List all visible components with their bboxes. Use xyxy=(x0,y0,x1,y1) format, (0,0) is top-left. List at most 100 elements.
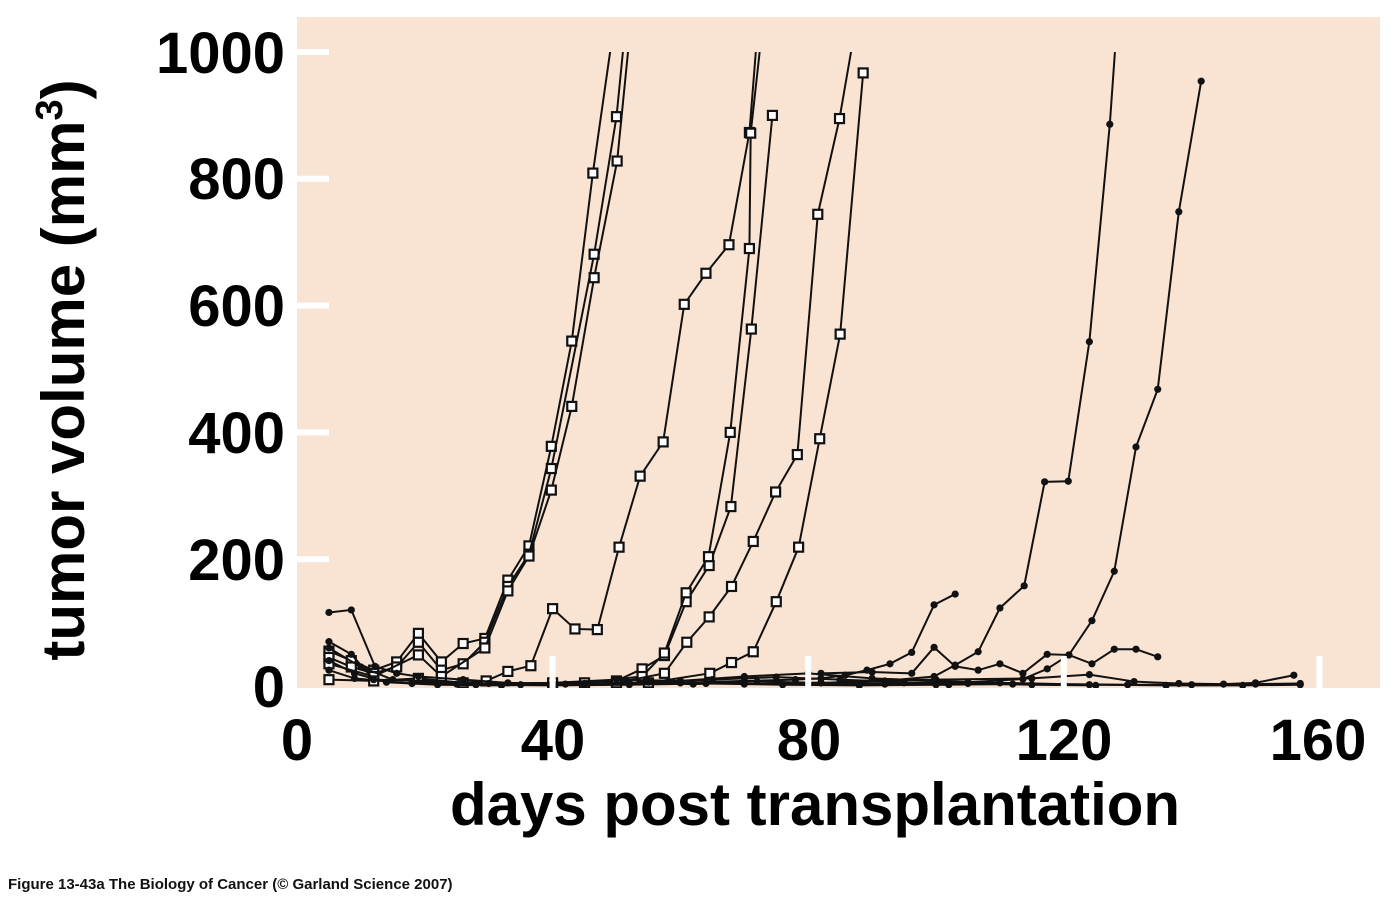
x-tick-label: 0 xyxy=(281,708,313,773)
x-tick-label: 160 xyxy=(1270,708,1367,773)
series-line xyxy=(328,647,1096,687)
dot-marker xyxy=(1132,443,1140,451)
square-marker xyxy=(702,551,715,563)
figure-caption: Figure 13-43a The Biology of Cancer (© G… xyxy=(8,876,453,893)
square-marker xyxy=(611,155,623,167)
dot-marker xyxy=(1130,677,1138,686)
plot-area xyxy=(297,17,1380,688)
y-tick-mark xyxy=(297,556,329,563)
series-line xyxy=(820,645,1159,675)
square-marker xyxy=(412,627,425,639)
dot-marker xyxy=(1296,681,1304,688)
x-tick-label: 40 xyxy=(521,708,586,773)
series-tumor-g xyxy=(610,52,852,688)
dot-marker xyxy=(930,601,938,609)
square-marker xyxy=(610,111,623,123)
square-marker xyxy=(412,649,425,661)
square-marker xyxy=(523,550,535,562)
square-marker xyxy=(833,112,846,125)
square-marker xyxy=(457,637,469,650)
square-marker xyxy=(745,323,757,335)
dot-marker xyxy=(350,669,359,677)
dot-marker xyxy=(772,673,780,681)
dot-marker xyxy=(868,668,876,676)
dot-marker xyxy=(347,606,355,614)
square-marker xyxy=(546,603,559,615)
square-marker xyxy=(457,658,469,670)
dot-marker xyxy=(886,660,894,668)
square-marker xyxy=(766,109,779,122)
dot-marker xyxy=(347,650,355,658)
square-marker xyxy=(725,580,738,593)
dot-marker xyxy=(371,662,379,670)
x-tick-mark xyxy=(805,656,812,688)
dot-marker xyxy=(951,662,959,670)
square-marker xyxy=(658,667,671,679)
y-tick-mark xyxy=(297,429,329,436)
dot-marker xyxy=(1290,671,1298,679)
dot-marker xyxy=(325,644,333,652)
dot-marker xyxy=(881,680,889,688)
square-marker xyxy=(725,656,738,669)
square-marker xyxy=(745,127,757,139)
dot-marker xyxy=(1009,680,1017,688)
y-tick-label: 200 xyxy=(188,528,285,593)
dot-marker xyxy=(1154,385,1162,393)
square-marker xyxy=(678,298,690,310)
dot-marker xyxy=(951,590,959,598)
tumor-growth-chart: 0 200 400 600 800 1000 0 40 80 120 160 d… xyxy=(29,17,1380,838)
dot-marker xyxy=(1085,670,1093,679)
dot-marker xyxy=(996,604,1004,612)
square-marker xyxy=(412,636,425,648)
x-tick-mark xyxy=(1316,656,1323,688)
square-marker xyxy=(703,611,715,623)
dot-marker xyxy=(996,679,1004,687)
dot-marker xyxy=(1088,617,1096,625)
dot-marker xyxy=(855,681,863,688)
dot-marker xyxy=(930,643,938,651)
square-marker xyxy=(323,674,335,686)
dot-marker xyxy=(974,666,982,674)
dot-marker xyxy=(908,669,916,677)
square-marker xyxy=(857,67,869,79)
dot-marker xyxy=(414,672,423,681)
square-marker xyxy=(791,448,803,461)
square-marker xyxy=(723,239,735,251)
y-tick-label: 0 xyxy=(253,655,285,720)
square-marker xyxy=(566,335,578,347)
square-marker xyxy=(545,484,557,496)
x-tick-label: 120 xyxy=(1016,708,1113,773)
dot-marker xyxy=(996,660,1004,668)
square-marker xyxy=(566,400,578,413)
square-marker xyxy=(569,623,581,635)
dot-marker xyxy=(357,663,365,671)
y-axis-title-close: ) xyxy=(30,79,97,99)
dot-marker xyxy=(1085,681,1093,688)
square-marker xyxy=(812,208,824,220)
y-tick-label: 800 xyxy=(188,147,285,212)
square-marker xyxy=(479,642,491,654)
dot-marker xyxy=(708,676,716,684)
square-marker xyxy=(680,587,692,599)
square-marker xyxy=(588,272,600,284)
x-tick-label: 80 xyxy=(777,708,842,773)
y-axis-title-sup: 3 xyxy=(29,99,71,120)
square-marker xyxy=(657,436,669,448)
square-marker xyxy=(545,462,557,475)
dot-marker xyxy=(702,679,710,688)
square-marker xyxy=(793,541,805,553)
series-line xyxy=(328,52,629,678)
dot-marker xyxy=(472,681,480,688)
square-marker xyxy=(747,646,759,658)
dot-marker xyxy=(612,676,621,684)
square-marker xyxy=(724,426,736,438)
dot-marker xyxy=(1028,674,1036,682)
x-axis-title: days post transplantation xyxy=(450,771,1180,838)
dot-marker xyxy=(1065,651,1073,659)
square-marker xyxy=(525,660,537,672)
square-marker xyxy=(613,541,625,553)
dot-marker xyxy=(1175,208,1183,216)
y-tick-mark xyxy=(297,175,329,182)
square-marker xyxy=(770,486,782,498)
dot-marker xyxy=(1088,660,1096,668)
